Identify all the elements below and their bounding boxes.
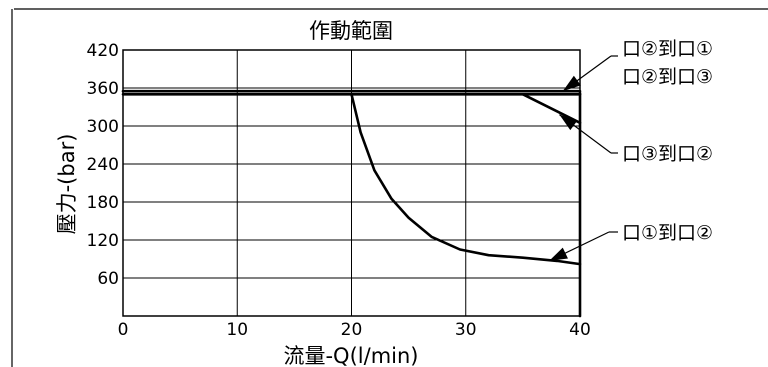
arrow-head xyxy=(549,247,568,261)
annotation-label: 口①到口② xyxy=(622,222,713,244)
x-axis-title: 流量-Q(l/min) xyxy=(283,344,418,367)
y-tick-label: 420 xyxy=(87,41,119,61)
y-tick-label: 360 xyxy=(87,79,119,99)
series-line-3 xyxy=(350,93,582,266)
annotation-layer: 口②到口① 口②到口③ 口③到口② 口①到口② xyxy=(548,38,713,262)
y-tick-label: 300 xyxy=(87,117,119,137)
plot-border xyxy=(122,49,581,317)
y-tick-label: 240 xyxy=(87,155,119,175)
y-tick-label: 180 xyxy=(87,193,119,213)
x-tick-label: 10 xyxy=(226,320,248,340)
annotation-label: 口②到口① xyxy=(622,38,713,60)
x-tick-label: 20 xyxy=(341,320,363,340)
arrow-head xyxy=(559,114,578,131)
arrow-head xyxy=(562,75,581,92)
x-tick-label: 0 xyxy=(118,320,129,340)
y-tick-label: 120 xyxy=(87,231,119,251)
series-line-2 xyxy=(521,93,582,125)
annotation-label: 口②到口③ xyxy=(622,66,713,88)
x-tick-label: 40 xyxy=(569,320,591,340)
tick-labels: 0 10 20 30 40 420 360 300 240 180 120 60 xyxy=(87,41,591,340)
y-axis-title: 壓力-(bar) xyxy=(55,134,79,235)
y-tick-label: 60 xyxy=(97,269,119,289)
series-layer xyxy=(121,89,582,318)
x-tick-label: 30 xyxy=(455,320,477,340)
annotation-label: 口③到口② xyxy=(622,143,713,165)
chart-title: 作動範圍 xyxy=(309,19,393,43)
